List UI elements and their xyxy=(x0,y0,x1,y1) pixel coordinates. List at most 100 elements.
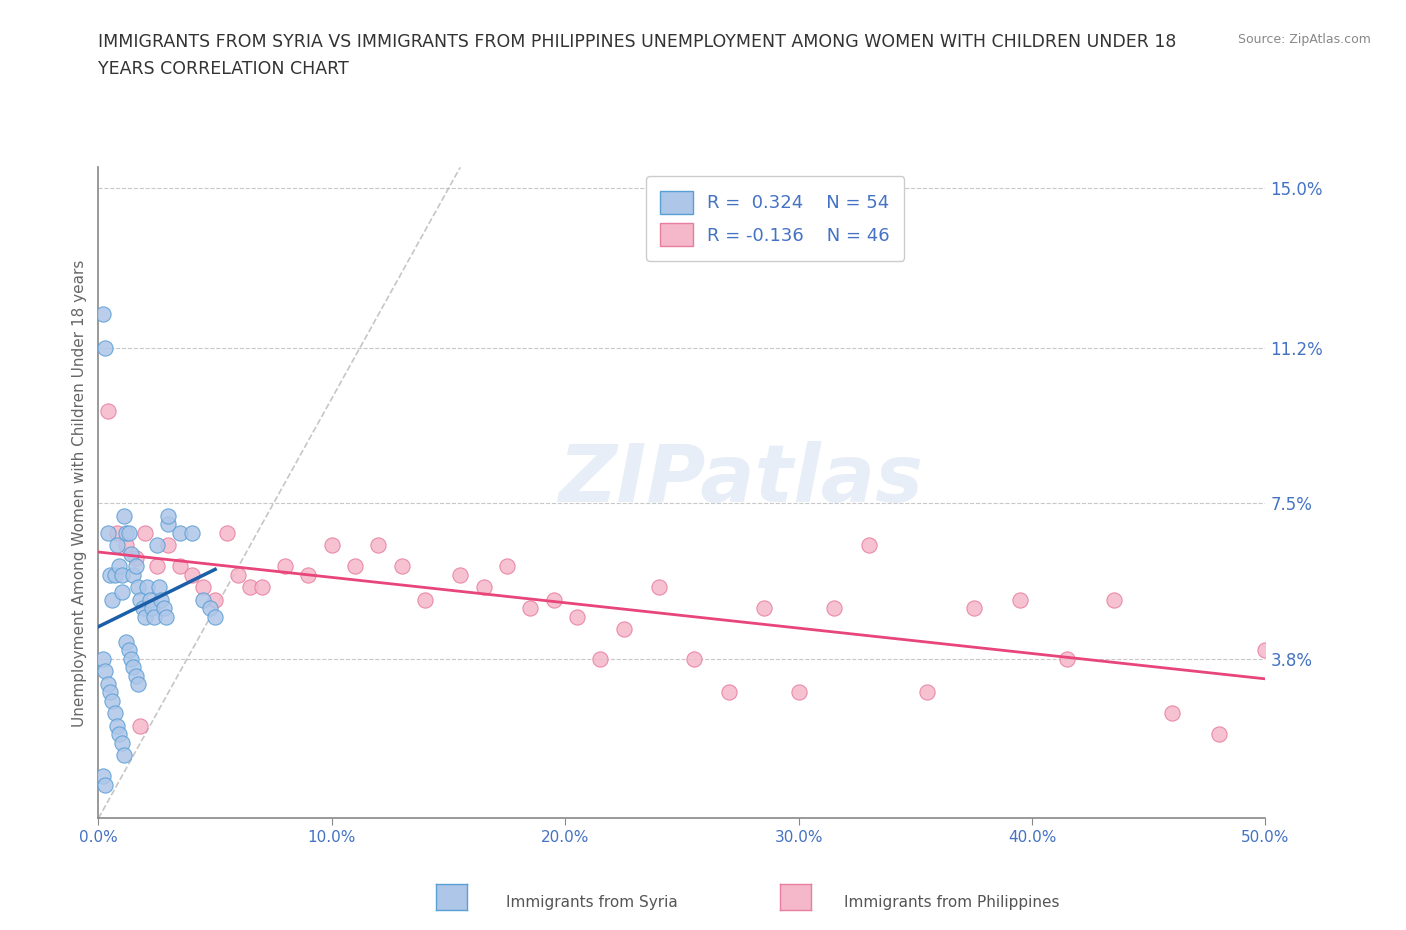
Point xyxy=(115,634,138,649)
Point xyxy=(647,580,669,595)
Point xyxy=(297,567,319,582)
Point xyxy=(180,567,202,582)
Point xyxy=(962,601,984,616)
Point xyxy=(193,580,215,595)
Point xyxy=(108,559,131,574)
Point xyxy=(717,685,740,700)
Point xyxy=(752,601,775,616)
Point xyxy=(125,668,148,683)
Point xyxy=(105,538,128,552)
Point xyxy=(136,580,159,595)
Point xyxy=(391,559,413,574)
Point xyxy=(94,340,117,355)
Text: ZIPatlas: ZIPatlas xyxy=(558,441,922,519)
Point xyxy=(1102,592,1125,607)
Point xyxy=(157,509,180,524)
Point xyxy=(250,580,273,595)
Point xyxy=(98,567,121,582)
Point xyxy=(413,592,436,607)
Point xyxy=(193,592,215,607)
Point xyxy=(200,601,222,616)
Point xyxy=(472,580,495,595)
Point xyxy=(344,559,367,574)
Point xyxy=(141,601,163,616)
Point xyxy=(787,685,810,700)
Point xyxy=(118,643,141,658)
Point xyxy=(1161,706,1184,721)
Point xyxy=(239,580,262,595)
Point xyxy=(105,525,128,540)
Point xyxy=(152,601,174,616)
Point xyxy=(858,538,880,552)
Text: IMMIGRANTS FROM SYRIA VS IMMIGRANTS FROM PHILIPPINES UNEMPLOYMENT AMONG WOMEN WI: IMMIGRANTS FROM SYRIA VS IMMIGRANTS FROM… xyxy=(98,33,1177,50)
Text: Source: ZipAtlas.com: Source: ZipAtlas.com xyxy=(1237,33,1371,46)
Point xyxy=(589,651,612,666)
Point xyxy=(228,567,250,582)
Point xyxy=(1056,651,1078,666)
Point xyxy=(146,538,169,552)
Point xyxy=(157,538,180,552)
Point xyxy=(543,592,565,607)
Point xyxy=(91,769,114,784)
Point xyxy=(104,567,127,582)
Point xyxy=(129,719,152,734)
Point xyxy=(321,538,343,552)
Point xyxy=(122,567,145,582)
Point xyxy=(91,307,114,322)
Point xyxy=(105,719,128,734)
Point xyxy=(1010,592,1032,607)
Point xyxy=(134,609,156,624)
Point xyxy=(132,601,155,616)
Text: Immigrants from Syria: Immigrants from Syria xyxy=(506,895,678,910)
Point xyxy=(94,777,117,792)
Point xyxy=(155,609,177,624)
Point xyxy=(1254,643,1277,658)
Point xyxy=(125,559,148,574)
Point xyxy=(101,694,124,709)
Point xyxy=(125,551,148,565)
Point xyxy=(91,651,114,666)
Point xyxy=(111,584,134,599)
Point xyxy=(146,559,169,574)
Point xyxy=(108,727,131,742)
Point xyxy=(118,525,141,540)
Point xyxy=(565,609,588,624)
Point xyxy=(682,651,704,666)
Point xyxy=(367,538,389,552)
Point xyxy=(915,685,938,700)
Point xyxy=(101,592,124,607)
Point xyxy=(104,706,127,721)
Point xyxy=(120,546,142,561)
Point xyxy=(127,580,149,595)
Point xyxy=(98,685,121,700)
Point xyxy=(157,517,180,532)
Point xyxy=(97,676,120,691)
Point xyxy=(148,580,170,595)
Point xyxy=(134,525,156,540)
Point xyxy=(169,559,191,574)
Point xyxy=(150,592,173,607)
Point xyxy=(204,592,226,607)
Point xyxy=(115,525,138,540)
Point xyxy=(613,622,636,637)
Point xyxy=(111,736,134,751)
Point xyxy=(496,559,519,574)
Point xyxy=(111,567,134,582)
Point xyxy=(97,404,120,418)
Point xyxy=(204,609,226,624)
Point xyxy=(143,609,166,624)
Point xyxy=(139,592,162,607)
Point xyxy=(97,525,120,540)
Point xyxy=(127,676,149,691)
Point xyxy=(169,525,191,540)
Point xyxy=(94,664,117,679)
Legend: R =  0.324    N = 54, R = -0.136    N = 46: R = 0.324 N = 54, R = -0.136 N = 46 xyxy=(645,177,904,260)
Point xyxy=(112,509,135,524)
Text: YEARS CORRELATION CHART: YEARS CORRELATION CHART xyxy=(98,60,349,78)
Point xyxy=(180,525,202,540)
Point xyxy=(274,559,297,574)
Text: Immigrants from Philippines: Immigrants from Philippines xyxy=(844,895,1059,910)
Point xyxy=(1208,727,1230,742)
Point xyxy=(449,567,471,582)
Point xyxy=(120,651,142,666)
